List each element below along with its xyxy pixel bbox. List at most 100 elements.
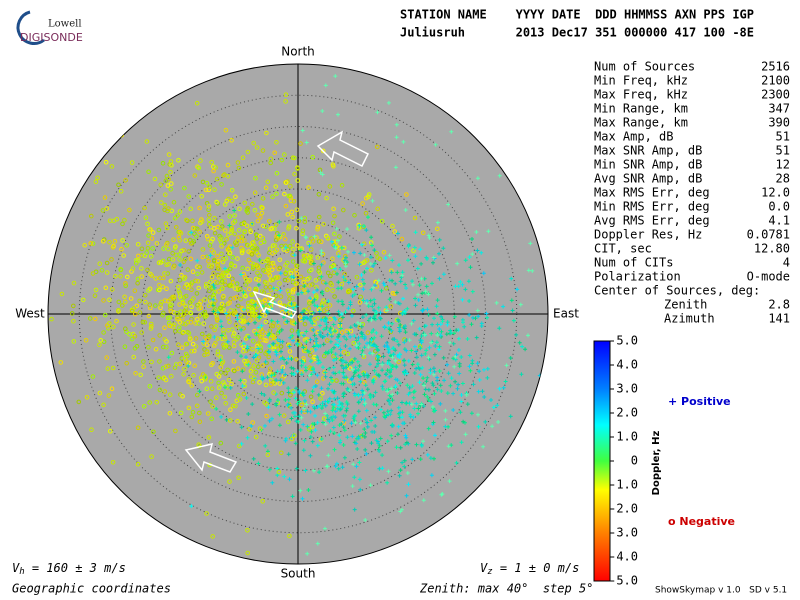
source-negative: [257, 273, 263, 279]
source-positive: [463, 258, 468, 263]
source-negative: [222, 172, 227, 177]
source-negative: [116, 299, 122, 305]
source-positive: [473, 316, 478, 321]
source-positive: [332, 345, 336, 350]
source-negative: [250, 308, 255, 314]
source-positive: [263, 423, 267, 428]
source-negative: [242, 379, 247, 384]
source-positive: [424, 379, 429, 384]
source-positive: [201, 339, 206, 344]
source-negative: [111, 243, 116, 249]
source-positive: [319, 437, 324, 441]
source-positive: [323, 316, 328, 321]
source-positive: [344, 337, 349, 342]
source-negative: [186, 194, 192, 199]
source-negative: [212, 230, 218, 236]
source-negative: [163, 178, 169, 184]
source-negative: [260, 148, 266, 153]
source-positive: [358, 487, 363, 492]
source-positive: [395, 231, 400, 236]
source-positive: [365, 299, 369, 303]
source-positive: [430, 281, 434, 286]
source-positive: [219, 414, 224, 419]
source-negative: [162, 389, 168, 394]
colorbar-tick-label: 5.0: [616, 334, 638, 348]
colorbar-title: Doppler, Hz: [651, 431, 662, 496]
source-positive: [299, 290, 304, 295]
source-negative: [93, 287, 99, 293]
source-negative: [374, 251, 379, 256]
source-negative: [218, 440, 224, 446]
source-negative: [404, 192, 409, 197]
source-positive: [345, 227, 350, 232]
source-negative: [166, 152, 172, 157]
source-negative: [194, 234, 199, 239]
source-negative: [238, 318, 244, 324]
source-negative: [222, 202, 228, 207]
source-positive: [332, 431, 337, 435]
source-positive: [400, 460, 405, 465]
source-negative: [270, 243, 276, 248]
source-positive: [434, 304, 439, 309]
source-positive: [352, 507, 357, 512]
source-negative: [209, 286, 215, 291]
source-positive: [420, 365, 425, 370]
source-negative: [221, 173, 226, 178]
source-positive: [433, 344, 438, 348]
source-negative: [161, 344, 166, 350]
source-negative: [236, 165, 242, 171]
source-negative: [143, 215, 149, 220]
source-positive: [485, 366, 490, 371]
logo-product: DIGISONDE: [20, 31, 83, 44]
parameter-value: 347: [768, 102, 790, 116]
source-negative: [166, 363, 171, 369]
source-positive: [333, 464, 338, 469]
source-negative: [192, 348, 197, 354]
source-positive: [239, 441, 244, 446]
source-positive: [357, 341, 362, 346]
source-negative: [224, 198, 230, 204]
source-negative: [379, 219, 385, 224]
source-positive: [371, 379, 375, 383]
source-positive: [434, 340, 439, 345]
source-negative: [208, 279, 213, 285]
source-negative: [95, 175, 100, 181]
source-positive: [421, 439, 426, 444]
source-negative: [146, 344, 151, 350]
source-positive: [398, 381, 402, 386]
source-positive: [376, 278, 381, 283]
source-negative: [289, 436, 295, 442]
source-positive: [509, 276, 514, 281]
source-positive: [298, 488, 303, 493]
parameter-value: 51: [776, 130, 790, 144]
source-negative: [110, 365, 116, 371]
source-positive: [364, 451, 369, 456]
source-negative: [254, 250, 260, 255]
source-negative: [128, 296, 134, 301]
source-negative: [206, 217, 212, 223]
source-negative: [97, 390, 103, 396]
source-negative: [288, 183, 293, 189]
source-positive: [278, 378, 283, 383]
source-positive: [211, 297, 216, 302]
source-positive: [426, 233, 431, 238]
source-positive: [291, 305, 296, 310]
source-positive: [340, 404, 345, 409]
source-positive: [432, 391, 437, 396]
source-positive: [311, 290, 316, 295]
source-positive: [419, 340, 424, 345]
source-positive: [304, 235, 308, 240]
source-positive: [353, 420, 358, 425]
source-negative: [235, 392, 241, 398]
source-positive: [333, 409, 338, 414]
source-negative: [241, 391, 247, 397]
source-positive: [337, 400, 342, 404]
parameter-value: 51: [776, 144, 790, 158]
symbol: V: [12, 561, 20, 575]
source-positive: [413, 303, 418, 308]
source-negative: [252, 208, 258, 213]
source-positive: [329, 334, 334, 339]
source-positive: [415, 362, 420, 367]
source-positive: [411, 395, 416, 400]
source-positive: [406, 258, 410, 263]
